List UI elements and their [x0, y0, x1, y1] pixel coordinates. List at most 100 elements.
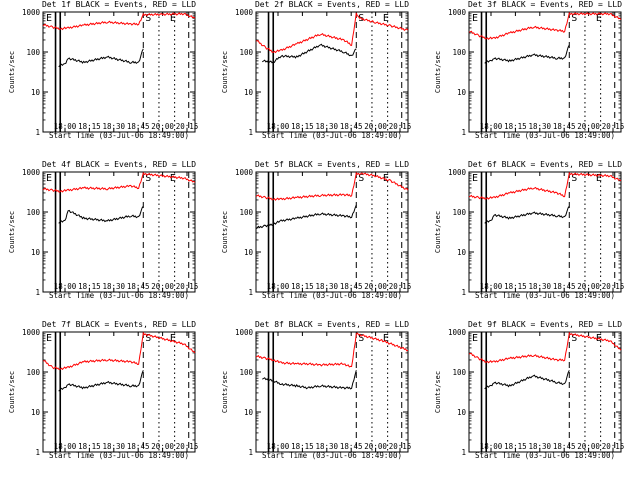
- x-tick-label: 18:15: [78, 442, 101, 451]
- x-tick-label: 18:45: [340, 122, 363, 131]
- y-tick-label: 100: [452, 208, 466, 217]
- event-marker-letter: E: [46, 333, 52, 344]
- y-tick-label: 10: [244, 248, 254, 257]
- chart-panel-4: Det 4f BLACK = Events, RED = LLD 1 10 100 10…: [8, 160, 198, 300]
- x-tick-label: 20:00: [364, 442, 387, 451]
- event-marker-letter: S: [358, 173, 364, 184]
- y-axis-label: Counts/sec: [221, 371, 229, 413]
- y-tick-label: 10: [244, 88, 254, 97]
- x-tick-label: 20:15: [176, 442, 199, 451]
- x-axis-label: Start Time (03-Jul-06 18:49:00): [49, 451, 189, 460]
- series-line-lld: [42, 12, 196, 31]
- chart-panel-3: Det 3f BLACK = Events, RED = LLD 1 10 100 10…: [434, 0, 624, 140]
- plot-frame: [42, 171, 196, 293]
- y-tick-label: 10: [31, 88, 41, 97]
- x-tick-label: 18:15: [78, 122, 101, 131]
- series-line-events: [484, 205, 570, 224]
- x-tick-label: 18:45: [127, 122, 150, 131]
- x-tick-label: 18:15: [504, 122, 527, 131]
- chart-panel-2: Det 2f BLACK = Events, RED = LLD 1 10 100 10…: [221, 0, 411, 140]
- y-axis-label: Counts/sec: [221, 51, 229, 93]
- y-tick-label: 1: [461, 128, 466, 137]
- y-tick-label: 100: [452, 48, 466, 57]
- event-marker-letter: E: [170, 333, 176, 344]
- event-marker-letter: S: [571, 173, 577, 184]
- x-axis-label: Start Time (03-Jul-06 18:49:00): [49, 131, 189, 140]
- series-line-events: [58, 48, 144, 68]
- x-tick-label: 18:30: [529, 442, 552, 451]
- chart-title: Det 3f BLACK = Events, RED = LLD: [468, 0, 622, 9]
- y-tick-label: 1000: [22, 168, 41, 177]
- series-line-events: [262, 43, 357, 64]
- x-axis-label: Start Time (03-Jul-06 18:49:00): [475, 131, 615, 140]
- x-tick-label: 18:00: [54, 442, 77, 451]
- x-tick-label: 20:00: [577, 122, 600, 131]
- event-marker-letter: S: [358, 333, 364, 344]
- x-tick-label: 18:00: [480, 442, 503, 451]
- y-tick-label: 1000: [448, 328, 467, 337]
- series-line-events: [484, 44, 570, 64]
- plot-frame: [255, 331, 409, 453]
- event-marker-letter: E: [596, 173, 602, 184]
- y-tick-label: 10: [457, 88, 467, 97]
- event-marker-letter: E: [383, 333, 389, 344]
- x-tick-label: 20:00: [151, 122, 174, 131]
- chart-title: Det 9f BLACK = Events, RED = LLD: [468, 320, 622, 329]
- y-tick-label: 100: [239, 368, 253, 377]
- series-line-events: [262, 370, 357, 390]
- plot-frame: [468, 171, 622, 293]
- event-marker-letter: S: [571, 13, 577, 24]
- y-tick-label: 100: [239, 48, 253, 57]
- chart-panel-1: Det 1f BLACK = Events, RED = LLD 1 10 100 10…: [8, 0, 198, 140]
- y-tick-label: 100: [26, 208, 40, 217]
- x-tick-label: 18:30: [103, 442, 126, 451]
- x-tick-label: 20:15: [176, 282, 199, 291]
- x-tick-label: 20:00: [151, 282, 174, 291]
- chart-title: Det 5f BLACK = Events, RED = LLD: [255, 160, 409, 169]
- y-tick-label: 1000: [22, 328, 41, 337]
- x-tick-label: 18:15: [291, 442, 314, 451]
- chart-title: Det 8f BLACK = Events, RED = LLD: [255, 320, 409, 329]
- series-line-lld: [43, 331, 196, 371]
- x-tick-label: 18:00: [267, 122, 290, 131]
- chart-title: Det 1f BLACK = Events, RED = LLD: [42, 0, 196, 9]
- series-line-lld: [255, 332, 409, 368]
- y-tick-label: 1: [35, 448, 40, 457]
- plot-frame: [255, 171, 409, 293]
- x-tick-label: 18:30: [316, 122, 339, 131]
- y-tick-label: 10: [31, 408, 41, 417]
- y-tick-label: 1000: [235, 328, 254, 337]
- x-tick-label: 18:15: [504, 442, 527, 451]
- x-tick-label: 20:15: [602, 282, 625, 291]
- series-line-lld: [255, 171, 409, 201]
- x-tick-label: 20:15: [602, 122, 625, 131]
- event-marker-letter: S: [145, 13, 151, 24]
- y-axis-label: Counts/sec: [434, 211, 442, 253]
- series-line-events: [58, 370, 144, 392]
- y-tick-label: 1000: [448, 8, 467, 17]
- event-marker-letter: E: [596, 13, 602, 24]
- series-line-events: [255, 204, 357, 230]
- y-tick-label: 1: [461, 288, 466, 297]
- x-tick-label: 20:15: [176, 122, 199, 131]
- y-tick-label: 1: [35, 128, 40, 137]
- y-tick-label: 1000: [235, 168, 254, 177]
- series-line-events: [484, 370, 570, 390]
- x-tick-label: 18:00: [480, 282, 503, 291]
- y-axis-label: Counts/sec: [8, 211, 16, 253]
- event-marker-letter: E: [46, 13, 52, 24]
- x-tick-label: 18:45: [553, 122, 576, 131]
- x-axis-label: Start Time (03-Jul-06 18:49:00): [262, 291, 402, 300]
- y-axis-label: Counts/sec: [8, 51, 16, 93]
- event-marker-letter: E: [472, 13, 478, 24]
- event-marker-letter: E: [472, 333, 478, 344]
- x-tick-label: 18:00: [54, 122, 77, 131]
- plot-frame: [42, 331, 196, 453]
- y-tick-label: 10: [31, 248, 41, 257]
- event-marker-letter: E: [46, 173, 52, 184]
- chart-title: Det 4f BLACK = Events, RED = LLD: [42, 160, 196, 169]
- y-tick-label: 1: [461, 448, 466, 457]
- chart-panel-7: Det 7f BLACK = Events, RED = LLD 1 10 100 10…: [8, 320, 198, 460]
- y-tick-label: 1000: [22, 8, 41, 17]
